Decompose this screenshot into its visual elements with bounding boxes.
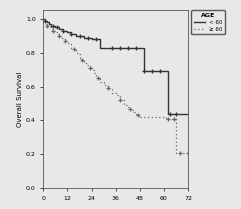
Legend: < 60, ≥ 60: < 60, ≥ 60 (191, 10, 225, 34)
Y-axis label: Overall Survival: Overall Survival (17, 72, 23, 127)
